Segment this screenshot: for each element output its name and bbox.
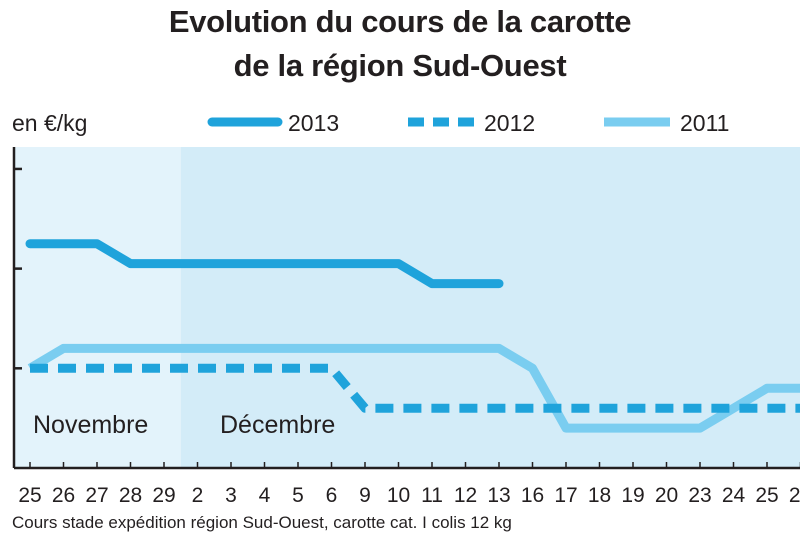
series-layer xyxy=(25,239,800,433)
chart-title-line-2: de la région Sud-Ouest xyxy=(233,48,567,83)
x-tick-label: 20 xyxy=(655,484,678,507)
x-tick-label: 29 xyxy=(152,484,175,507)
x-tick-label: 12 xyxy=(454,484,477,507)
series-line-2013 xyxy=(25,239,504,289)
legend-label-2013: 2013 xyxy=(288,110,339,136)
chart-title: Evolution du cours de la carotte xyxy=(168,4,632,39)
series-line-2011 xyxy=(27,343,800,433)
x-tick-label: 16 xyxy=(521,484,544,507)
x-tick-label: 23 xyxy=(688,484,711,507)
x-tick-label: 6 xyxy=(326,484,338,507)
x-tick-label: 25 xyxy=(18,484,41,507)
x-tick-label: 24 xyxy=(722,484,746,507)
x-tick-label: 4 xyxy=(259,484,271,507)
x-tick-label: 17 xyxy=(554,484,577,507)
legend: 2013 2012 2011 xyxy=(207,110,729,136)
x-tick-label: 5 xyxy=(292,484,304,507)
x-tick-label: 9 xyxy=(359,484,371,507)
plot-background-november xyxy=(14,147,181,468)
x-tick-label: 27 xyxy=(85,484,108,507)
x-tick-label: 19 xyxy=(621,484,644,507)
x-tick-label: 26 xyxy=(52,484,75,507)
x-tick-label: 10 xyxy=(387,484,410,507)
legend-label-2011: 2011 xyxy=(680,110,729,136)
series-line-2012 xyxy=(30,363,800,413)
month-label-november: Novembre xyxy=(33,411,148,439)
y-axis-unit-label: en €/kg xyxy=(12,110,87,136)
x-tick-label: 25 xyxy=(755,484,778,507)
x-tick-label: 3 xyxy=(225,484,237,507)
x-tick-label: 2 xyxy=(192,484,204,507)
x-tick-label: 11 xyxy=(421,484,443,507)
legend-label-2012: 2012 xyxy=(484,110,535,136)
x-tick-label: 18 xyxy=(588,484,611,507)
tick-label-layer: 25 26 27 28 29 2 3 4 5 6 9 10 11 12 13 16 17 18 19 20 23 24 25… xyxy=(18,484,800,507)
month-label-december: Décembre xyxy=(220,411,335,439)
x-tick-label: 26 xyxy=(789,484,800,507)
axis-layer xyxy=(12,147,800,470)
x-tick-label: 28 xyxy=(119,484,142,507)
x-tick-label: 13 xyxy=(487,484,510,507)
plot-background-december xyxy=(180,147,800,468)
chart-caption: Cours stade expédition région Sud-Ouest,… xyxy=(12,513,512,532)
